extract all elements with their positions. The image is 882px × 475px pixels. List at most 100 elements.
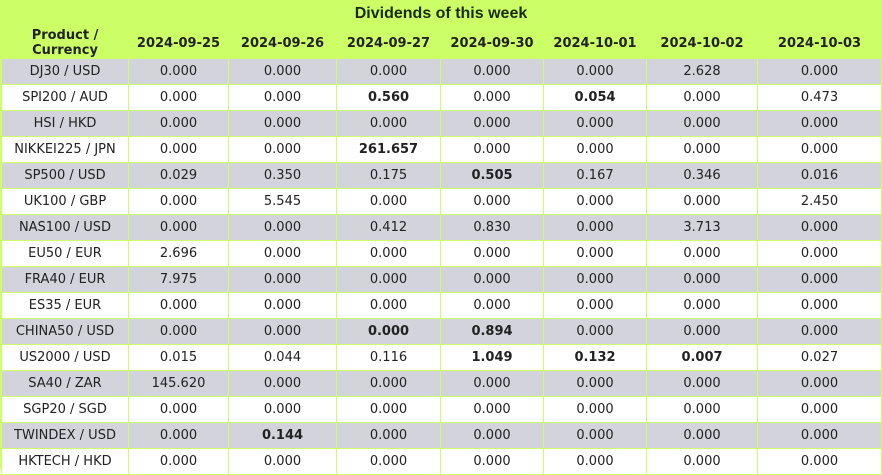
dividend-value-cell: 0.044	[228, 344, 337, 371]
dividend-value-cell: 0.000	[440, 84, 544, 111]
dividend-value-cell: 0.000	[440, 292, 544, 319]
dividend-value-cell: 0.000	[757, 136, 882, 163]
dividend-value-cell: 0.000	[440, 188, 544, 215]
dividend-value-cell: 0.000	[757, 318, 882, 345]
dividend-value-cell: 0.830	[440, 214, 544, 241]
header-date: 2024-09-25	[128, 27, 229, 59]
dividend-value-cell: 0.346	[646, 162, 758, 189]
product-cell: DJ30 / USD	[1, 58, 129, 85]
header-product: Product / Currency	[1, 27, 129, 59]
dividend-value-cell: 0.000	[228, 266, 337, 293]
dividend-value-cell: 0.000	[128, 214, 229, 241]
product-cell: TWINDEX / USD	[1, 422, 129, 449]
dividend-value-cell: 2.450	[757, 188, 882, 215]
product-cell: HKTECH / HKD	[1, 448, 129, 475]
table-row: UK100 / GBP 0.000 5.545 0.000 0.000 0.000 0.00…	[1, 188, 882, 215]
dividend-value-cell: 0.000	[336, 318, 441, 345]
header-date: 2024-10-01	[543, 27, 647, 59]
dividend-value-cell: 0.000	[757, 292, 882, 319]
dividend-value-cell: 0.027	[757, 344, 882, 371]
table-row: TWINDEX / USD 0.000 0.144 0.000 0.000 0.000 0.…	[1, 422, 882, 449]
dividend-value-cell: 0.000	[228, 370, 337, 397]
header-date: 2024-10-02	[646, 27, 758, 59]
dividend-value-cell: 0.505	[440, 162, 544, 189]
dividend-value-cell: 0.000	[440, 110, 544, 137]
product-cell: UK100 / GBP	[1, 188, 129, 215]
dividend-value-cell: 0.007	[646, 344, 758, 371]
product-cell: NIKKEI225 / JPN	[1, 136, 129, 163]
dividend-value-cell: 0.000	[228, 448, 337, 475]
dividend-value-cell: 0.132	[543, 344, 647, 371]
dividend-value-cell: 0.000	[228, 58, 337, 85]
dividend-value-cell: 0.000	[757, 58, 882, 85]
dividend-value-cell: 0.000	[646, 188, 758, 215]
dividend-value-cell: 0.000	[543, 240, 647, 267]
dividend-value-cell: 0.000	[543, 292, 647, 319]
table-row: CHINA50 / USD 0.000 0.000 0.000 0.894 0.000 0.…	[1, 318, 882, 345]
dividend-value-cell: 0.894	[440, 318, 544, 345]
dividend-value-cell: 0.000	[543, 266, 647, 293]
dividend-value-cell: 0.000	[543, 58, 647, 85]
dividend-value-cell: 0.000	[543, 110, 647, 137]
dividend-value-cell: 0.000	[646, 448, 758, 475]
dividend-value-cell: 0.000	[336, 292, 441, 319]
product-cell: SPI200 / AUD	[1, 84, 129, 111]
dividend-value-cell: 0.000	[440, 240, 544, 267]
dividend-value-cell: 0.000	[440, 266, 544, 293]
dividend-value-cell: 0.000	[228, 84, 337, 111]
dividend-value-cell: 0.000	[646, 110, 758, 137]
dividend-value-cell: 0.029	[128, 162, 229, 189]
page-title: Dividends of this week	[354, 5, 528, 22]
dividend-value-cell: 7.975	[128, 266, 229, 293]
dividend-value-cell: 0.000	[128, 396, 229, 423]
product-cell: SGP20 / SGD	[1, 396, 129, 423]
dividend-value-cell: 0.000	[128, 84, 229, 111]
dividend-value-cell: 0.000	[646, 240, 758, 267]
dividend-value-cell: 0.000	[757, 266, 882, 293]
header-date: 2024-09-26	[228, 27, 337, 59]
dividend-value-cell: 0.000	[543, 370, 647, 397]
dividend-value-cell: 0.000	[543, 422, 647, 449]
dividend-value-cell: 0.000	[757, 448, 882, 475]
table-header-row: Product / Currency 2024-09-25 2024-09-26…	[1, 27, 882, 59]
dividend-value-cell: 0.000	[757, 214, 882, 241]
dividend-value-cell: 0.350	[228, 162, 337, 189]
dividend-value-cell: 0.000	[543, 448, 647, 475]
dividend-value-cell: 0.000	[646, 422, 758, 449]
dividend-value-cell: 0.000	[336, 266, 441, 293]
product-cell: CHINA50 / USD	[1, 318, 129, 345]
header-date: 2024-09-30	[440, 27, 544, 59]
dividend-value-cell: 2.696	[128, 240, 229, 267]
dividend-value-cell: 0.000	[228, 396, 337, 423]
product-cell: ES35 / EUR	[1, 292, 129, 319]
dividend-value-cell: 0.015	[128, 344, 229, 371]
table-row: EU50 / EUR 2.696 0.000 0.000 0.000 0.000 0.000…	[1, 240, 882, 267]
dividend-value-cell: 0.000	[646, 136, 758, 163]
dividend-value-cell: 0.167	[543, 162, 647, 189]
dividend-value-cell: 0.000	[646, 266, 758, 293]
table-row: SA40 / ZAR 145.620 0.000 0.000 0.000 0.000 0.0…	[1, 370, 882, 397]
dividend-value-cell: 0.000	[440, 58, 544, 85]
dividend-value-cell: 0.000	[543, 136, 647, 163]
dividend-value-cell: 0.000	[543, 396, 647, 423]
dividend-value-cell: 1.049	[440, 344, 544, 371]
table-body: DJ30 / USD 0.000 0.000 0.000 0.000 0.000 2.628…	[1, 58, 882, 475]
table-row: US2000 / USD 0.015 0.044 0.116 1.049 0.132 0.0…	[1, 344, 882, 371]
product-cell: SP500 / USD	[1, 162, 129, 189]
dividend-value-cell: 0.000	[128, 110, 229, 137]
product-cell: EU50 / EUR	[1, 240, 129, 267]
dividend-value-cell: 0.000	[440, 370, 544, 397]
dividend-value-cell: 0.000	[543, 188, 647, 215]
dividend-value-cell: 0.000	[228, 318, 337, 345]
dividend-value-cell: 0.000	[543, 318, 647, 345]
dividend-value-cell: 0.000	[336, 188, 441, 215]
dividend-value-cell: 0.000	[336, 422, 441, 449]
dividend-value-cell: 0.560	[336, 84, 441, 111]
table-row: HKTECH / HKD 0.000 0.000 0.000 0.000 0.000 0.0…	[1, 448, 882, 475]
dividend-value-cell: 0.054	[543, 84, 647, 111]
dividend-value-cell: 0.000	[128, 292, 229, 319]
dividend-value-cell: 0.000	[336, 396, 441, 423]
product-cell: SA40 / ZAR	[1, 370, 129, 397]
dividend-value-cell: 0.144	[228, 422, 337, 449]
dividend-value-cell: 0.016	[757, 162, 882, 189]
